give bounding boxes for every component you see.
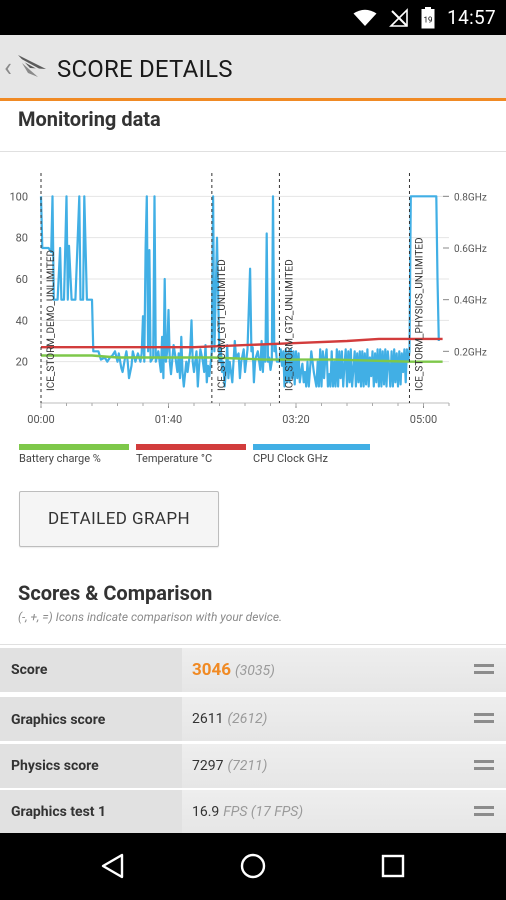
graphics-test-1-compare: FPS (17 FPS) xyxy=(223,804,304,820)
score-value-cell: 7297 (7211) xyxy=(182,744,506,788)
physics-score-number: 7297 xyxy=(192,758,224,774)
phase-marker-label: ICE_STORM_GT2_UNLIMITED xyxy=(284,259,295,391)
legend-cpu-swatch xyxy=(253,444,370,450)
back-triangle-icon[interactable] xyxy=(98,851,128,881)
legend-battery: Battery charge % xyxy=(19,444,129,474)
equal-icon xyxy=(474,806,494,819)
app-logo-icon[interactable] xyxy=(16,51,48,81)
graphics-score-number: 2611 xyxy=(192,711,224,727)
physics-score-row[interactable]: Physics score 7297 (7211) xyxy=(0,744,506,788)
score-value-cell: 3046 (3035) xyxy=(182,648,506,692)
no-signal-icon xyxy=(389,7,408,27)
status-bar: 19 14:57 xyxy=(0,0,506,35)
graphics-test-1-value: 16.9 FPS (17 FPS) xyxy=(192,804,303,820)
phase-marker-label: ICE_STORM_DEMO_UNLIMITED xyxy=(46,250,57,391)
temperature-series-line xyxy=(41,337,443,349)
divider xyxy=(0,644,506,645)
physics-score-compare: (7211) xyxy=(227,758,268,774)
equal-icon xyxy=(474,664,494,677)
battery-icon: 19 xyxy=(421,6,435,28)
chart-ticks: 20 40 60 80 100 0.2GHz 0.4GHz 0.6GHz 0.8GHz 00:00… xyxy=(9,190,486,426)
detailed-graph-button[interactable]: DETAILED GRAPH xyxy=(19,491,219,547)
main-content[interactable]: Monitoring data 20 40 60 80 100 0.2GHz 0.4GHz 0… xyxy=(0,101,506,833)
graphics-score-row[interactable]: Graphics score 2611 (2612) xyxy=(0,697,506,741)
score-row[interactable]: Score 3046 (3035) xyxy=(0,648,506,692)
equal-icon xyxy=(474,760,494,773)
score-value: 3046 (3035) xyxy=(192,660,275,680)
phase-marker-label: ICE_STORM_GT1_UNLIMITED xyxy=(217,259,228,391)
x-tick-label: 05:00 xyxy=(410,413,437,426)
score-label-cell: Score xyxy=(0,648,182,692)
legend-temperature-label: Temperature °C xyxy=(136,452,213,465)
divider xyxy=(0,151,506,152)
graphics-score-compare: (2612) xyxy=(227,711,268,727)
scores-title: Scores & Comparison xyxy=(18,581,213,605)
header-accent-line xyxy=(0,98,506,101)
clock: 14:57 xyxy=(447,6,496,29)
x-tick-label: 00:00 xyxy=(27,413,54,426)
graphics-test-1-row[interactable]: Graphics test 1 16.9 FPS (17 FPS) xyxy=(0,790,506,833)
battery-series-line xyxy=(41,354,443,363)
legend-battery-label: Battery charge % xyxy=(19,452,101,465)
battery-level: 19 xyxy=(424,15,433,24)
phase-marker-label: ICE_STORM_PHYSICS_UNLIMITED xyxy=(414,237,425,391)
y-tick-label: 20 xyxy=(16,356,28,369)
score-label-cell: Physics score xyxy=(0,744,182,788)
y-right-tick-label: 0.8GHz xyxy=(454,192,487,203)
legend-temperature: Temperature °C xyxy=(136,444,246,474)
scores-subtitle: (-, +, =) Icons indicate comparison with… xyxy=(18,610,283,624)
y-right-tick-label: 0.4GHz xyxy=(454,296,487,307)
app-bar: ‹ SCORE DETAILS xyxy=(0,35,506,101)
recents-square-icon[interactable] xyxy=(378,851,408,881)
monitoring-chart[interactable]: 20 40 60 80 100 0.2GHz 0.4GHz 0.6GHz 0.8GHz 00:00… xyxy=(0,153,506,443)
graphics-score-label: Graphics score xyxy=(11,712,106,728)
legend-temperature-swatch xyxy=(136,444,246,450)
y-right-tick-label: 0.6GHz xyxy=(454,244,487,255)
monitoring-title: Monitoring data xyxy=(18,107,161,131)
y-tick-label: 100 xyxy=(9,190,28,203)
graphics-test-1-number: 16.9 xyxy=(192,804,220,820)
graphics-score-value: 2611 (2612) xyxy=(192,711,267,727)
score-label-cell: Graphics score xyxy=(0,697,182,741)
y-tick-label: 80 xyxy=(16,232,28,245)
legend-cpu: CPU Clock GHz xyxy=(253,444,370,474)
cpu-clock-series-line xyxy=(39,195,440,388)
score-value-cell: 16.9 FPS (17 FPS) xyxy=(182,790,506,833)
score-value-cell: 2611 (2612) xyxy=(182,697,506,741)
chart-markers: ICE_STORM_DEMO_UNLIMITED ICE_STORM_GT1_UN… xyxy=(40,173,425,403)
y-tick-label: 60 xyxy=(16,273,28,286)
wifi-icon xyxy=(353,9,377,26)
score-compare: (3035) xyxy=(235,663,275,679)
y-right-tick-label: 0.2GHz xyxy=(454,347,487,358)
chart-series xyxy=(39,195,443,388)
legend-cpu-label: CPU Clock GHz xyxy=(253,452,328,465)
physics-score-value: 7297 (7211) xyxy=(192,758,267,774)
x-tick-label: 03:20 xyxy=(282,413,309,426)
equal-icon xyxy=(474,713,494,726)
page-title: SCORE DETAILS xyxy=(57,55,233,83)
navigation-bar xyxy=(0,833,506,900)
y-tick-label: 40 xyxy=(16,314,28,327)
back-chevron-icon[interactable]: ‹ xyxy=(4,53,12,83)
score-label-cell: Graphics test 1 xyxy=(0,790,182,833)
x-tick-label: 01:40 xyxy=(155,413,182,426)
legend-battery-swatch xyxy=(19,444,129,450)
graphics-test-1-label: Graphics test 1 xyxy=(11,804,107,820)
home-circle-icon[interactable] xyxy=(238,851,268,881)
physics-score-label: Physics score xyxy=(11,758,99,774)
score-label: Score xyxy=(11,662,48,678)
score-number: 3046 xyxy=(192,660,232,680)
